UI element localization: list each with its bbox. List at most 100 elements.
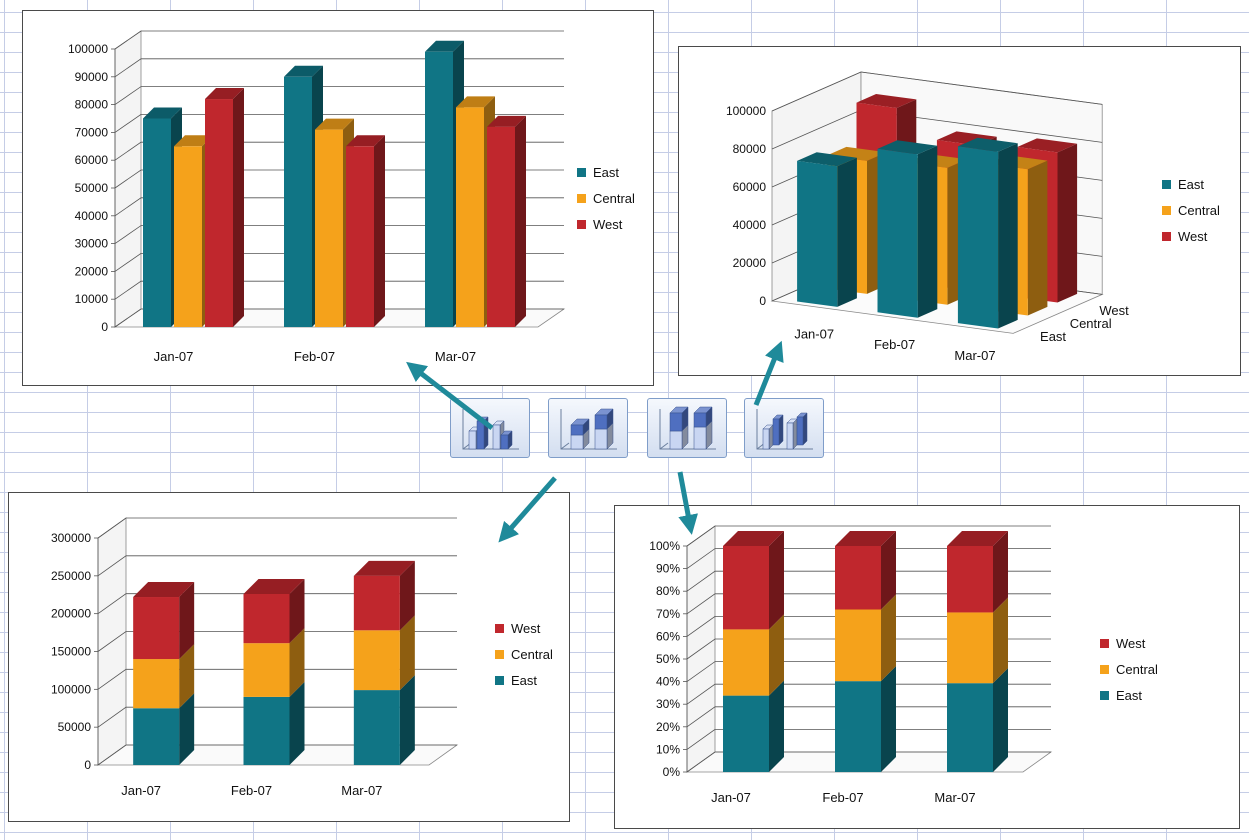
- chart-3d-100-stacked-column[interactable]: 0% 10% 20% 30% 40% 50% 60% 70% 80% 90% 100% Jan-07 F…: [614, 505, 1240, 829]
- legend-swatch: [1100, 638, 1109, 648]
- gridline: [97, 517, 457, 539]
- bar-side: [917, 145, 938, 318]
- legend-swatch: [495, 623, 504, 633]
- chart-3d-column[interactable]: 0 20000 40000 60000 80000 100000 Jan-07 Feb-07 M…: [678, 46, 1241, 376]
- x-tick-label: Feb-07: [231, 783, 272, 798]
- y-tick-label: 60%: [656, 629, 680, 643]
- chart4-legend: West Central East: [1100, 630, 1158, 708]
- bar-central: [723, 614, 784, 696]
- gridline: [686, 616, 1051, 637]
- bar-west: [947, 531, 1008, 613]
- bar-central: [835, 594, 896, 682]
- bar-front: [133, 659, 180, 709]
- chart-3d-stacked-column[interactable]: 0 50000 100000 150000 200000 250000 300000 Jan-…: [8, 492, 570, 822]
- bar-top: [143, 107, 182, 119]
- bar-side: [1027, 160, 1048, 316]
- bar-top: [856, 94, 917, 108]
- gridline: [114, 169, 564, 189]
- 3d-100-stacked-column-icon[interactable]: [647, 398, 727, 458]
- bar-front: [315, 129, 343, 327]
- y-tick-label: 80000: [75, 98, 109, 112]
- bar-side: [179, 582, 195, 660]
- 3d-column-icon[interactable]: [744, 398, 824, 458]
- bar-side: [993, 597, 1008, 684]
- icon-bar-front: [594, 414, 608, 430]
- legend-swatch: [577, 193, 586, 203]
- bar-west: [353, 560, 415, 631]
- bar-front: [797, 160, 838, 307]
- bar-front: [133, 708, 180, 765]
- bar-side: [881, 531, 896, 610]
- y-tick-label: 40000: [75, 209, 109, 223]
- bar-central: [947, 597, 1008, 684]
- bar-west: [487, 115, 526, 327]
- legend-label: West: [511, 620, 541, 636]
- bar-top: [353, 560, 415, 576]
- bar-top: [456, 96, 495, 108]
- bar-east: [877, 140, 938, 318]
- bar-front: [205, 99, 233, 327]
- icon-bar-front: [476, 420, 485, 450]
- bar-top: [957, 137, 1018, 152]
- y-tick-label: 30000: [75, 237, 109, 251]
- bar-east: [133, 693, 195, 765]
- icon-bar-front: [570, 434, 584, 450]
- bar-top: [723, 531, 784, 546]
- bar-front: [353, 630, 400, 691]
- icon-bar-front: [762, 428, 770, 450]
- 3d-clustered-column-icon[interactable]: [450, 398, 530, 458]
- bar-west: [346, 135, 385, 327]
- gridline: [114, 280, 564, 300]
- bar-west: [205, 88, 244, 327]
- gridline: [97, 706, 457, 728]
- bar-front: [947, 683, 993, 772]
- gridline: [686, 525, 1051, 547]
- legend-item-east: East: [1100, 682, 1158, 708]
- bar-front: [947, 546, 993, 613]
- legend-item-west: West: [1162, 223, 1220, 249]
- y-tick-label: 100000: [68, 42, 108, 56]
- gridline: [114, 30, 564, 50]
- legend-label: West: [593, 216, 623, 232]
- icon-bar-front: [468, 430, 477, 450]
- x-tick-label: Mar-07: [934, 790, 975, 805]
- y-tick-label: 80%: [656, 584, 680, 598]
- depth-tick-label: Central: [1070, 316, 1112, 331]
- legend-label: East: [1116, 687, 1143, 703]
- bar-front: [835, 681, 881, 772]
- bar-top: [797, 152, 857, 167]
- x-tick-label: Jan-07: [711, 790, 751, 805]
- gridline: [97, 668, 457, 690]
- y-tick-label: 50%: [656, 652, 680, 666]
- gridline: [114, 58, 564, 78]
- bar-side: [289, 578, 305, 644]
- bar-front: [456, 107, 484, 327]
- bar-front: [723, 629, 769, 696]
- icon-bar-front: [693, 426, 707, 450]
- icon-graphic: [756, 409, 813, 450]
- legend-label: Central: [1116, 661, 1158, 677]
- gridline: [114, 252, 564, 272]
- icon-graphic: [659, 406, 716, 450]
- bar-central: [353, 615, 415, 691]
- bar-front: [835, 609, 881, 682]
- bar-side: [769, 680, 784, 772]
- 3d-stacked-column-icon[interactable]: [548, 398, 628, 458]
- bar-east: [243, 681, 305, 765]
- bar-front: [243, 593, 290, 644]
- y-tick-label: 20000: [733, 256, 767, 270]
- bar-side: [179, 693, 195, 765]
- chart1-plot: 0 10000 20000 30000 40000 50000 60000 70000 8000…: [68, 30, 566, 364]
- chart2-plot: 0 20000 40000 60000 80000 100000 Jan-07 Feb-07 M…: [726, 71, 1129, 363]
- bar-front: [425, 51, 453, 327]
- chart3-plot: 0 50000 100000 150000 200000 250000 300000 Jan-…: [51, 517, 459, 798]
- gridline: [686, 751, 1051, 773]
- legend-item-central: Central: [1162, 197, 1220, 223]
- y-tick-label: 40%: [656, 675, 680, 689]
- bar-side: [233, 88, 244, 327]
- icon-bar-front: [669, 412, 683, 432]
- bar-side: [179, 644, 195, 709]
- bar-front: [353, 575, 400, 631]
- chart-3d-clustered-column[interactable]: 0 10000 20000 30000 40000 50000 60000 70000 8000…: [22, 10, 654, 386]
- legend-swatch: [1100, 690, 1109, 700]
